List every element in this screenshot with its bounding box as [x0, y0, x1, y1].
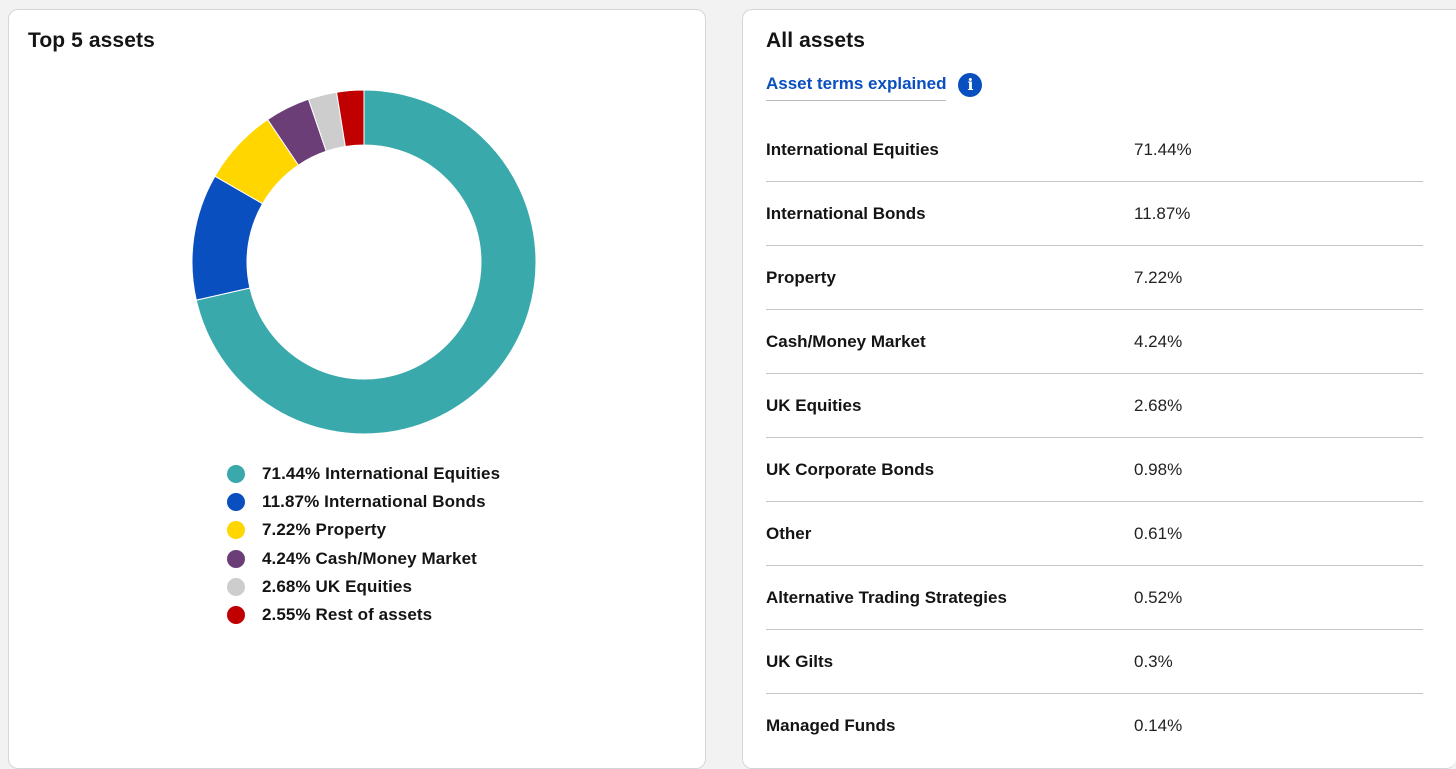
legend-dot — [227, 606, 245, 625]
asset-name: Managed Funds — [766, 715, 896, 735]
top-assets-card: Top 5 assets 71.44% International Equiti… — [8, 9, 706, 769]
chart-legend: 71.44% International Equities 11.87% Int… — [227, 460, 500, 629]
asset-donut-chart — [191, 89, 537, 435]
asset-table: International Equities 71.44% Internation… — [766, 118, 1423, 757]
asset-percentage: 0.52% — [1134, 565, 1423, 630]
asset-percentage: 2.68% — [1134, 373, 1423, 438]
asset-name: Other — [766, 501, 1134, 566]
table-row: UK Gilts 0.3% — [766, 629, 1423, 694]
table-row: Alternative Trading Strategies 0.52% — [766, 565, 1423, 630]
asset-name: UK Gilts — [766, 629, 1134, 694]
legend-item: 4.24% Cash/Money Market — [227, 545, 500, 573]
asset-name: UK Equities — [766, 373, 1134, 438]
legend-label: 7.22% Property — [262, 520, 387, 540]
donut-slice-rest-of-assets[interactable] — [335, 89, 365, 148]
asset-name: International Bonds — [766, 181, 1134, 246]
donut-slice-international-equities[interactable] — [195, 89, 537, 435]
table-row: Other 0.61% — [766, 501, 1423, 566]
legend-dot — [227, 465, 245, 484]
legend-dot — [227, 577, 245, 596]
table-row: International Equities 71.44% — [766, 118, 1423, 182]
table-row: Cash/Money Market 4.24% — [766, 309, 1423, 374]
all-assets-title: All assets — [766, 29, 866, 52]
asset-name: Cash/Money Market — [766, 309, 1134, 374]
legend-item: 7.22% Property — [227, 516, 500, 544]
asset-percentage: 4.24% — [1134, 309, 1423, 374]
legend-dot — [227, 521, 245, 540]
all-assets-card: All assets Asset terms explained i Inter… — [742, 9, 1456, 769]
asset-terms: Asset terms explained i — [766, 72, 983, 101]
legend-label: 2.55% Rest of assets — [262, 605, 433, 625]
table-row: UK Equities 2.68% — [766, 373, 1423, 438]
legend-item: 71.44% International Equities — [227, 460, 500, 488]
table-row: International Bonds 11.87% — [766, 181, 1423, 246]
legend-dot — [227, 493, 245, 512]
asset-percentage: 11.87% — [1134, 181, 1423, 246]
legend-item: 2.68% UK Equities — [227, 573, 500, 601]
legend-label: 2.68% UK Equities — [262, 576, 413, 596]
asset-name: International Equities — [766, 118, 1134, 182]
legend-item: 11.87% International Bonds — [227, 488, 500, 516]
table-row: Managed Funds 0.14% — [766, 694, 1423, 758]
legend-label: 4.24% Cash/Money Market — [262, 548, 477, 568]
asset-percentage: 71.44% — [1134, 118, 1423, 182]
asset-name: Property — [766, 245, 1134, 310]
asset-terms-link[interactable]: Asset terms explained — [766, 74, 947, 101]
asset-percentage: 0.98% — [1134, 437, 1423, 502]
asset-percentage: 7.22% — [1134, 245, 1423, 310]
asset-percentage: 0.61% — [1134, 501, 1423, 566]
legend-item: 2.55% Rest of assets — [227, 601, 500, 629]
legend-label: 11.87% International Bonds — [262, 492, 486, 512]
info-icon[interactable]: i — [958, 72, 983, 97]
table-row: UK Corporate Bonds 0.98% — [766, 437, 1423, 502]
legend-label: 71.44% International Equities — [262, 464, 501, 484]
legend-dot — [227, 549, 245, 568]
asset-name: UK Corporate Bonds — [766, 437, 1134, 502]
top-assets-title: Top 5 assets — [28, 29, 155, 52]
asset-name: Alternative Trading Strategies — [766, 565, 1134, 630]
asset-percentage: 0.14% — [1134, 715, 1183, 735]
asset-percentage: 0.3% — [1134, 629, 1423, 694]
table-row: Property 7.22% — [766, 245, 1423, 310]
